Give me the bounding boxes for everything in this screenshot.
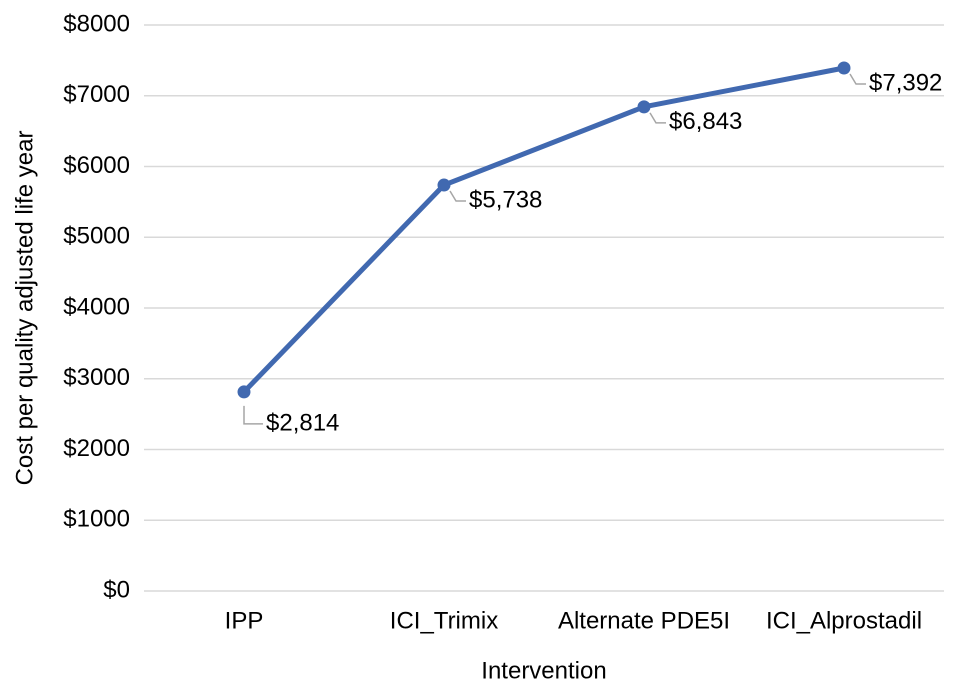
x-axis-label: Intervention [481,657,606,684]
data-label: $7,392 [869,69,942,96]
series-line [242,65,845,394]
point [837,61,851,75]
data-label: $5,738 [469,186,542,213]
y-tick-label: $6000 [63,152,130,179]
leader-line [649,112,666,124]
y-tick-label: $8000 [63,10,130,37]
leader-line [243,405,263,425]
y-tick-label: $3000 [63,364,130,391]
x-tick-label: ICI_Trimix [390,607,498,634]
y-tick-label: $2000 [63,435,130,462]
x-tick-label: Alternate PDE5I [558,607,730,634]
data-label: $6,843 [669,108,742,135]
x-tick-label: ICI_Alprostadil [766,607,922,634]
y-tick-label: $7000 [63,81,130,108]
point [437,178,451,192]
y-tick-label: $5000 [63,223,130,250]
x-tick-label: IPP [225,607,264,634]
point [637,100,651,114]
leader-line [849,73,866,85]
y-axis-label: Cost per quality adjusted life year [11,131,38,486]
data-label: $2,814 [266,409,339,436]
y-tick-label: $4000 [63,293,130,320]
point [237,385,251,399]
y-tick-label: $0 [103,576,130,603]
y-tick-label: $1000 [63,506,130,533]
leader-line [449,190,466,202]
